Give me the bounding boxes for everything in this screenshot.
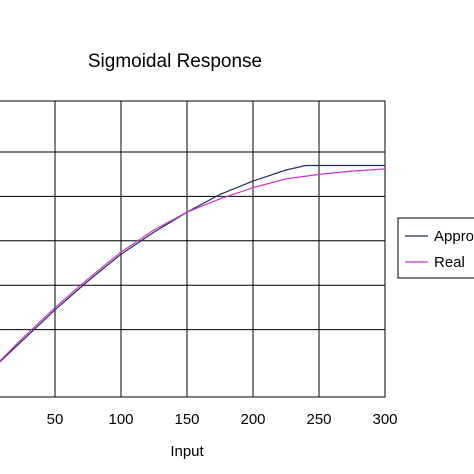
x-tick-labels: 50 100 150 200 250 300 [47,411,398,428]
series-lines [0,164,386,363]
legend: Approx Real [397,217,474,279]
series-line-approx [0,164,385,363]
x-tick-label: 300 [372,411,397,428]
legend-label-real: Real [434,254,465,271]
plot-area [0,100,386,398]
grid [0,101,385,397]
x-tick-label: 150 [174,411,199,428]
x-tick-label: 100 [108,411,133,428]
legend-box [397,217,474,279]
legend-label-approx: Approx [434,228,474,245]
chart-title: Sigmoidal Response [88,51,262,72]
x-tick-label: 50 [47,411,64,428]
x-tick-label: 200 [240,411,265,428]
x-tick-label: 250 [306,411,331,428]
x-axis-label: Input [170,443,204,460]
series-line-real [0,168,386,362]
